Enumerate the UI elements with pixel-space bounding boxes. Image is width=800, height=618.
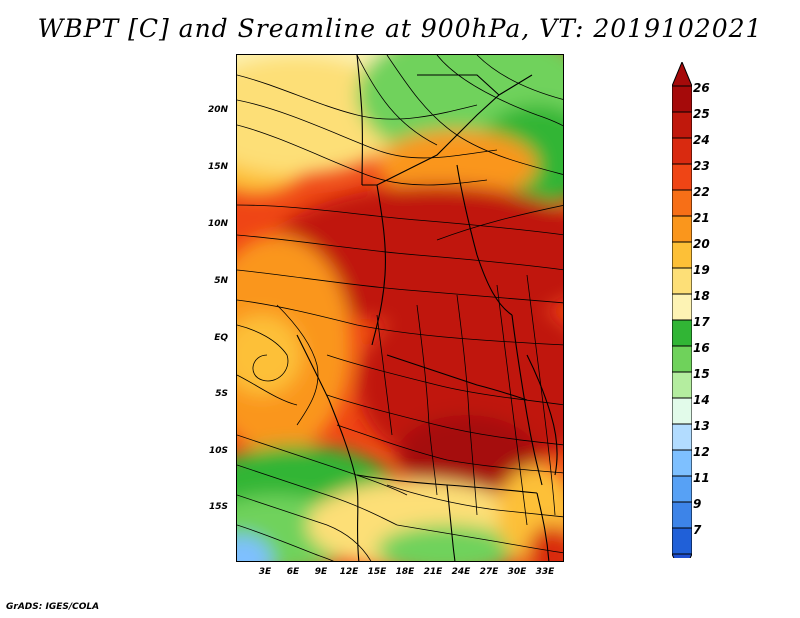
colorbar-top-arrow (672, 62, 692, 87)
lat-label-15s: 15S (208, 502, 228, 512)
colorbar-label-14: 14 (693, 393, 710, 407)
lon-label-12e: 12E (339, 567, 359, 577)
colorbar-swatch-22 (672, 189, 692, 217)
colorbar-swatch-13 (672, 423, 692, 451)
colorbar-swatch-11 (672, 475, 692, 503)
colorbar-swatch-21 (672, 215, 692, 243)
colorbar-label-15: 15 (693, 367, 710, 381)
lon-label-18e: 18E (395, 567, 415, 577)
colorbar-label-11: 11 (693, 471, 710, 485)
lat-label-10s: 10S (208, 446, 228, 456)
colorbar-swatch-23 (672, 163, 692, 191)
lat-label-eq: EQ (214, 333, 228, 343)
colorbar-bottom-arrow (672, 553, 692, 558)
colorbar-swatch-24 (672, 137, 692, 165)
lat-label-5s: 5S (215, 389, 228, 399)
colorbar-label-7: 7 (693, 523, 702, 537)
colorbar-swatch-19 (672, 267, 692, 295)
colorbar-label-20: 20 (693, 237, 710, 251)
lon-label-21e: 21E (423, 567, 443, 577)
colorbar-swatch-20 (672, 241, 692, 269)
colorbar-label-25: 25 (693, 107, 710, 121)
colorbar-swatch-9 (672, 501, 692, 529)
lat-label-20n: 20N (207, 105, 228, 115)
colorbar-label-23: 23 (693, 159, 710, 173)
map-title: WBPT [C] and Sreamline at 900hPa, VT: 20… (37, 14, 763, 43)
lon-label-15e: 15E (367, 567, 387, 577)
colorbar-swatch-16 (672, 345, 692, 373)
colorbar-label-26: 26 (693, 81, 710, 95)
colorbar-swatch-12 (672, 449, 692, 477)
colorbar-swatch-14 (672, 397, 692, 425)
colorbar-swatch-15 (672, 371, 692, 399)
colorbar-label-19: 19 (693, 263, 710, 277)
lon-label-33e: 33E (535, 567, 555, 577)
colorbar-label-21: 21 (693, 211, 710, 225)
footer-credit: GrADS: IGES/COLA (6, 602, 100, 612)
colorbar-swatch-26 (672, 85, 692, 113)
streamlines (237, 55, 563, 561)
colorbar-label-16: 16 (693, 341, 710, 355)
lon-label-9e: 9E (314, 567, 328, 577)
colorbar-swatch-18 (672, 293, 692, 321)
lat-label-10n: 10N (207, 219, 228, 229)
colorbar-label-22: 22 (693, 185, 710, 199)
colorbar-swatch-17 (672, 319, 692, 347)
lat-label-15n: 15N (207, 162, 228, 172)
lon-label-3e: 3E (258, 567, 272, 577)
colorbar-label-12: 12 (693, 445, 710, 459)
lon-label-6e: 6E (286, 567, 300, 577)
lat-label-5n: 5N (214, 276, 228, 286)
shaded-field-map (237, 55, 563, 561)
colorbar-label-9: 9 (693, 497, 702, 511)
lon-label-24e: 24E (451, 567, 471, 577)
map-panel (236, 54, 564, 562)
colorbar-label-13: 13 (693, 419, 710, 433)
country-borders (296, 55, 558, 561)
colorbar-swatch-25 (672, 111, 692, 139)
colorbar-label-24: 24 (693, 133, 710, 147)
lon-label-30e: 30E (507, 567, 527, 577)
colorbar-label-18: 18 (693, 289, 710, 303)
colorbar-label-17: 17 (693, 315, 710, 329)
temperature-shading (237, 55, 563, 561)
lon-label-27e: 27E (479, 567, 499, 577)
colorbar-swatches (672, 62, 692, 558)
colorbar-swatch-7 (672, 527, 692, 555)
colorbar (672, 62, 692, 558)
